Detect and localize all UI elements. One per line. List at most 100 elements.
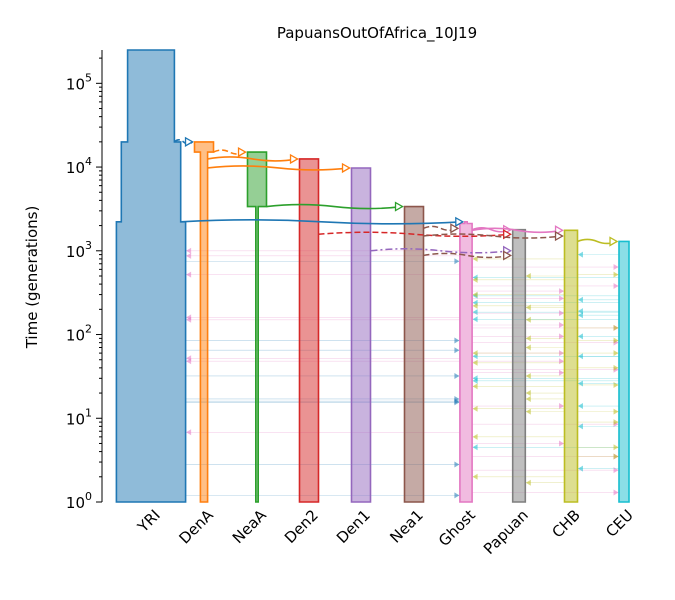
- migration-arrow: [525, 372, 531, 379]
- migration-arrow: [472, 302, 478, 309]
- migration-arrow: [525, 344, 531, 351]
- population-box-ceu: [618, 240, 630, 503]
- migration-arrow: [472, 473, 478, 480]
- population-box-dena: [193, 141, 215, 503]
- x-tick-label-dena: DenA: [175, 506, 217, 548]
- migration-arrow: [472, 350, 478, 357]
- migration-arrow: [577, 465, 583, 472]
- migration-arrow: [186, 316, 192, 323]
- migration-arrow: [613, 271, 619, 278]
- population-box-ghost: [459, 221, 473, 503]
- migration-arrow: [613, 419, 619, 426]
- migration-arrow: [613, 408, 619, 415]
- migration-arrow: [613, 337, 619, 344]
- migration-arrow: [525, 304, 531, 311]
- migration-arrow: [525, 273, 531, 279]
- migration-arrow: [613, 467, 619, 474]
- migration-arrow: [613, 444, 619, 451]
- split-dena-den2-arrow: [289, 153, 299, 165]
- migration-arrow: [525, 479, 531, 486]
- migration-arrow: [472, 316, 478, 323]
- population-box-yri: [115, 49, 187, 503]
- migration-arrow: [472, 405, 478, 412]
- migration-arrow: [559, 358, 565, 365]
- x-tick-label-papuan: Papuan: [480, 506, 532, 558]
- population-box-papuan: [511, 228, 527, 503]
- split-dena-den1-arrow: [341, 162, 351, 174]
- migration-arrow: [186, 358, 192, 365]
- migration-arrow: [525, 408, 531, 415]
- split-yri-dena: [173, 139, 194, 145]
- split-yri-ghost-arrow: [455, 216, 465, 227]
- y-axis: 100 101 102 103 104 105: [66, 50, 103, 512]
- migration-arrow: [613, 282, 619, 289]
- migration-arrow: [577, 296, 583, 303]
- x-tick-label-neaa: NeaA: [229, 506, 270, 547]
- split-neaa-nea1-arrow: [394, 201, 404, 212]
- migration-arrow: [559, 350, 565, 357]
- migration-arrow: [613, 453, 619, 460]
- migration-arrow: [472, 383, 478, 390]
- migration-arrow: [472, 377, 478, 384]
- x-tick-label-chb: CHB: [548, 506, 583, 541]
- split-ghost-chb: [471, 227, 563, 234]
- x-axis: YRI DenA NeaA Den2 Den1 Nea1 Ghost Papuan CHB CEU: [133, 506, 636, 558]
- x-tick-label-ceu: CEU: [602, 506, 637, 541]
- split-dena-den1: [207, 165, 350, 171]
- migration-arrow: [186, 271, 192, 278]
- migration-arrow: [472, 291, 478, 298]
- migration-arrow: [577, 353, 583, 360]
- migration-arrow: [613, 324, 619, 331]
- y-tick-label: 101: [66, 406, 92, 428]
- population-box-neaa: [246, 151, 268, 503]
- pulse-den2-papuan: [318, 231, 511, 238]
- migration-arrow: [613, 350, 619, 357]
- split-pulse-layer: [173, 136, 619, 261]
- migration-arrow: [613, 381, 619, 388]
- migration-arrow: [559, 310, 565, 317]
- migration-arrow: [454, 337, 460, 344]
- migration-layer: [185, 247, 620, 499]
- pulse-nea1-chb: [423, 233, 563, 239]
- population-box-den2: [298, 158, 320, 503]
- migration-arrow: [559, 288, 565, 295]
- migration-arrow: [559, 321, 565, 328]
- y-tick-label: 104: [66, 155, 92, 177]
- population-box-den1: [350, 167, 372, 503]
- migration-arrow: [613, 489, 619, 496]
- split-dena-den2: [207, 156, 298, 162]
- pulse-nea1-ghost-arrow: [450, 223, 460, 234]
- split-chb-ceu-arrow: [609, 236, 619, 247]
- migration-arrow: [525, 335, 531, 342]
- migration-arrow: [454, 347, 460, 354]
- migration-arrow: [577, 251, 583, 258]
- migration-arrow: [577, 308, 583, 315]
- migration-arrow: [559, 333, 565, 340]
- population-box-nea1: [403, 205, 425, 503]
- migration-arrow: [577, 333, 583, 340]
- split-yri-ghost: [180, 219, 463, 225]
- migration-arrow: [186, 247, 192, 254]
- migration-arrow: [454, 372, 460, 379]
- split-yri-dena-arrow: [184, 136, 194, 147]
- migration-arrow: [559, 369, 565, 376]
- migration-arrow: [472, 276, 478, 283]
- migration-arrow: [613, 264, 619, 271]
- y-axis-label: Time (generations): [23, 206, 41, 350]
- split-ghost-chb-arrow: [554, 225, 564, 236]
- migration-arrow: [472, 444, 478, 451]
- x-tick-label-nea1: Nea1: [386, 506, 426, 546]
- migration-arrow: [454, 492, 460, 499]
- pulse-nea1-papuan-arrow: [503, 250, 512, 261]
- split-dena-neaa-arrow: [237, 146, 247, 158]
- x-tick-label-yri: YRI: [133, 506, 163, 536]
- pulse-den1-papuan: [370, 248, 511, 254]
- pulse-den2-papuan-arrow: [503, 229, 512, 240]
- migration-arrow: [559, 403, 565, 410]
- migration-arrow: [186, 252, 192, 259]
- split-neaa-nea1: [266, 203, 403, 210]
- y-tick-label: 102: [66, 323, 92, 345]
- chart-title: PapuansOutOfAfrica_10J19: [277, 24, 477, 43]
- pulse-nea1-chb-arrow: [554, 230, 564, 242]
